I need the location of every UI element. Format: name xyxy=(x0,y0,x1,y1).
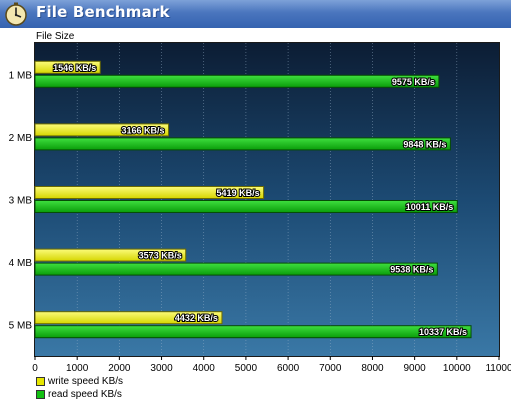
x-tick-label: 11000 xyxy=(485,363,511,374)
read-speed-label: 9575 KB/s xyxy=(392,77,435,87)
legend-label: read speed KB/s xyxy=(48,389,122,400)
category-label: 3 MB xyxy=(9,196,33,207)
write-speed-label: 1546 KB/s xyxy=(53,63,96,73)
legend-label: write speed KB/s xyxy=(48,376,124,387)
x-tick-label: 6000 xyxy=(277,363,300,374)
legend-item-read: read speed KB/s xyxy=(36,389,122,400)
category-label: 1 MB xyxy=(9,70,33,81)
legend-swatch xyxy=(36,376,45,386)
legend-swatch xyxy=(36,389,45,399)
x-tick-label: 1000 xyxy=(66,363,89,374)
read-speed-bar xyxy=(34,74,440,88)
write-speed-label: 5419 KB/s xyxy=(217,188,260,198)
title-bar: File Benchmark xyxy=(0,0,511,28)
x-tick-label: 8000 xyxy=(361,363,384,374)
stopwatch-icon xyxy=(5,2,27,26)
legend-item-write: write speed KB/s xyxy=(36,376,123,387)
plot-background xyxy=(35,43,499,356)
write-speed-bar xyxy=(34,186,265,199)
read-speed-bar xyxy=(34,200,458,213)
write-speed-bar xyxy=(34,248,187,262)
read-speed-bar xyxy=(34,325,472,339)
plot-frame xyxy=(34,42,500,357)
write-speed-label: 3573 KB/s xyxy=(139,251,182,261)
x-tick-label: 3000 xyxy=(150,363,173,374)
window-title: File Benchmark xyxy=(36,3,170,21)
category-label: 5 MB xyxy=(9,321,33,332)
write-speed-bar xyxy=(34,60,101,74)
read-speed-bar xyxy=(34,262,438,276)
read-speed-label: 9538 KB/s xyxy=(390,265,433,275)
category-label: 2 MB xyxy=(9,133,33,144)
read-speed-label: 10011 KB/s xyxy=(406,202,454,212)
category-label: 4 MB xyxy=(9,258,33,269)
read-speed-label: 10337 KB/s xyxy=(419,327,467,337)
write-speed-bar xyxy=(34,123,170,137)
x-tick-label: 0 xyxy=(32,363,38,374)
x-tick-label: 5000 xyxy=(235,363,258,374)
x-tick-label: 7000 xyxy=(319,363,342,374)
write-speed-label: 3166 KB/s xyxy=(122,125,165,135)
y-axis-label: File Size xyxy=(36,31,75,42)
x-tick-label: 2000 xyxy=(108,363,131,374)
write-speed-label: 4432 KB/s xyxy=(175,313,218,323)
read-speed-label: 9848 KB/s xyxy=(403,139,446,149)
read-speed-bar xyxy=(34,137,451,151)
write-speed-bar xyxy=(34,311,223,325)
x-tick-label: 4000 xyxy=(193,363,216,374)
x-tick-label: 9000 xyxy=(404,363,427,374)
x-tick-label: 10000 xyxy=(443,363,471,374)
